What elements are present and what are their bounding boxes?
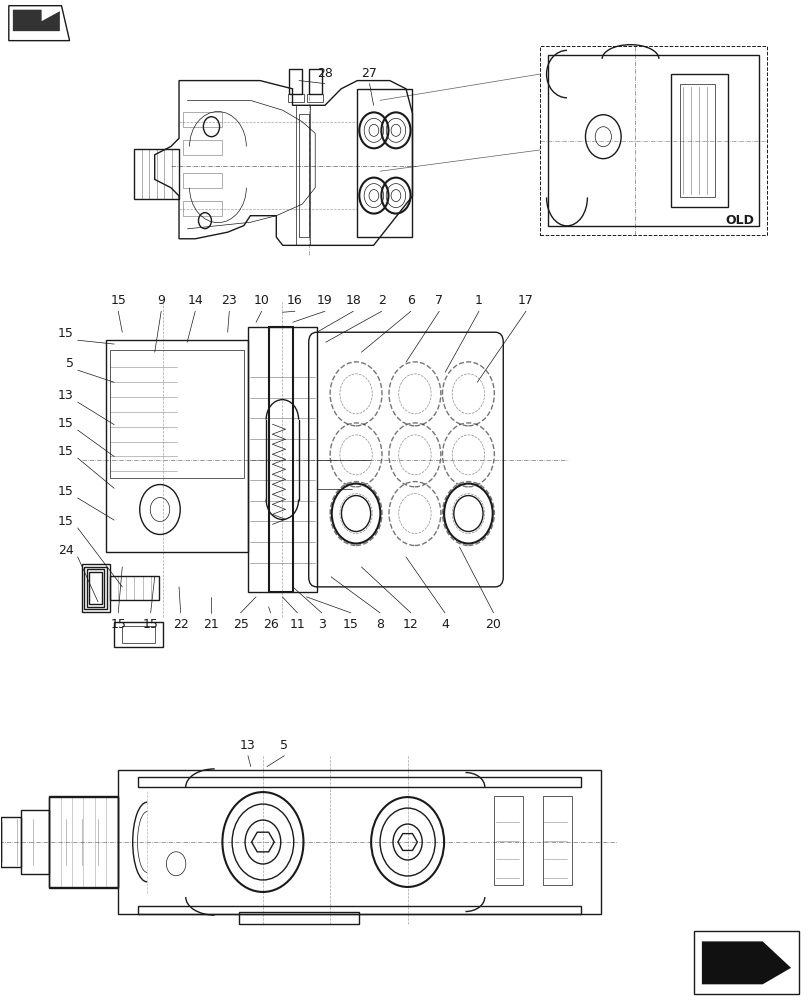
Bar — [182, 112, 221, 127]
Bar — [110, 350, 243, 478]
Text: 13: 13 — [58, 389, 74, 402]
Text: 6: 6 — [406, 294, 414, 307]
Bar — [182, 173, 221, 188]
Text: 13: 13 — [240, 739, 255, 752]
Bar — [84, 567, 107, 609]
Bar — [247, 327, 316, 592]
Bar — [110, 576, 159, 600]
Text: 12: 12 — [402, 618, 418, 631]
Text: 28: 28 — [316, 67, 333, 80]
Text: 21: 21 — [204, 618, 219, 631]
Text: 4: 4 — [440, 618, 448, 631]
Text: 24: 24 — [58, 544, 74, 557]
Text: 23: 23 — [221, 294, 237, 307]
Bar — [298, 114, 308, 237]
Bar — [89, 572, 102, 604]
Bar — [307, 94, 323, 102]
Text: 14: 14 — [187, 294, 203, 307]
Bar — [106, 340, 247, 552]
Text: 5: 5 — [66, 357, 74, 370]
Bar — [539, 46, 766, 235]
Text: 5: 5 — [280, 739, 288, 752]
Text: 27: 27 — [361, 67, 377, 80]
Text: 15: 15 — [110, 618, 126, 631]
Text: 1: 1 — [474, 294, 483, 307]
Text: 22: 22 — [173, 618, 188, 631]
Bar — [680, 84, 714, 197]
Text: 11: 11 — [290, 618, 305, 631]
Text: 18: 18 — [345, 294, 361, 307]
Text: 10: 10 — [254, 294, 269, 307]
Bar — [137, 906, 581, 914]
Bar — [268, 327, 292, 592]
Text: 15: 15 — [58, 327, 74, 340]
Text: 15: 15 — [143, 618, 158, 631]
Bar — [238, 912, 359, 924]
Text: 3: 3 — [317, 618, 325, 631]
Bar — [182, 201, 221, 216]
Text: 15: 15 — [58, 445, 74, 458]
Bar — [49, 796, 118, 888]
Text: 15: 15 — [342, 618, 358, 631]
Bar — [182, 140, 221, 155]
Text: 8: 8 — [375, 618, 384, 631]
Text: 15: 15 — [110, 294, 126, 307]
Bar — [289, 69, 302, 94]
Bar — [87, 569, 105, 607]
Polygon shape — [701, 941, 790, 984]
Text: 9: 9 — [157, 294, 165, 307]
Text: 15: 15 — [58, 485, 74, 498]
Bar — [287, 94, 303, 102]
Bar — [542, 796, 571, 885]
Text: 2: 2 — [377, 294, 385, 307]
Bar — [357, 89, 412, 237]
Bar — [1, 817, 21, 867]
Bar — [308, 69, 321, 94]
Text: 17: 17 — [517, 294, 534, 307]
Bar — [494, 796, 523, 885]
Text: 7: 7 — [435, 294, 443, 307]
Bar — [137, 777, 581, 787]
Text: 15: 15 — [58, 515, 74, 528]
Bar — [295, 105, 310, 245]
Bar — [547, 55, 757, 226]
Bar — [21, 810, 49, 874]
Bar — [693, 931, 798, 994]
Text: 25: 25 — [233, 618, 248, 631]
Bar — [671, 74, 727, 207]
Text: 16: 16 — [287, 294, 303, 307]
Text: 26: 26 — [263, 618, 278, 631]
Text: 19: 19 — [316, 294, 333, 307]
Bar — [49, 797, 118, 887]
Bar — [118, 770, 600, 914]
Text: 20: 20 — [485, 618, 501, 631]
Bar — [114, 622, 163, 647]
Text: 15: 15 — [58, 417, 74, 430]
Text: OLD: OLD — [725, 214, 753, 227]
Bar — [135, 149, 178, 199]
Bar — [122, 626, 155, 643]
Bar — [82, 564, 110, 612]
Polygon shape — [13, 10, 60, 31]
